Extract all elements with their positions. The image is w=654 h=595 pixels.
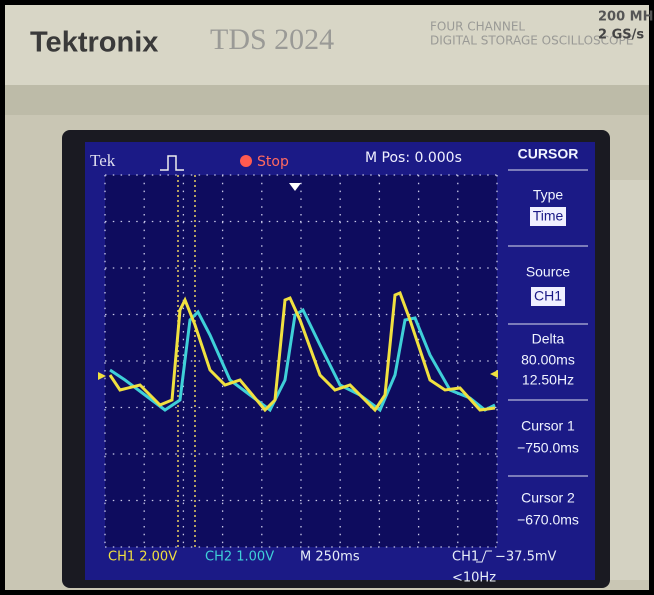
status: Stop (257, 154, 289, 170)
trigger-source: CH1 (452, 550, 479, 565)
menu-value: 80.00ms (521, 352, 575, 368)
top-ridge (5, 85, 649, 115)
spec-bandwidth: 200 MHz (598, 10, 654, 25)
subtitle-1: FOUR CHANNEL (430, 20, 525, 34)
menu-label: Delta (532, 331, 565, 347)
position: M Pos: 0.000s (365, 150, 462, 166)
menu-value: −670.0ms (517, 512, 579, 528)
menu-label: Cursor 1 (521, 418, 575, 434)
menu-label: Type (533, 187, 564, 203)
menu-title: CURSOR (518, 146, 579, 162)
logo: Tek (90, 151, 116, 170)
model: TDS 2024 (210, 23, 334, 56)
menu-value: −750.0ms (517, 440, 579, 456)
brand: Tektronix (30, 27, 158, 59)
trigger-frequency: <10Hz (452, 571, 496, 586)
timebase: M 250ms (300, 550, 360, 565)
oscilloscope-photo: Tektronix TDS 2024 FOUR CHANNEL DIGITAL … (0, 0, 654, 595)
menu-value: 12.50Hz (522, 372, 574, 388)
spec-rate: 2 GS/s (598, 28, 644, 43)
menu-value[interactable]: Time (533, 208, 564, 224)
menu-label: Cursor 2 (521, 490, 575, 506)
stop-indicator (240, 155, 252, 167)
trigger-level: −37.5mV (495, 550, 557, 565)
menu-value[interactable]: CH1 (534, 288, 562, 304)
ch1-scale: CH1 2.00V (108, 550, 177, 565)
menu-label: Source (526, 264, 571, 280)
ch2-scale: CH2 1.00V (205, 550, 274, 565)
